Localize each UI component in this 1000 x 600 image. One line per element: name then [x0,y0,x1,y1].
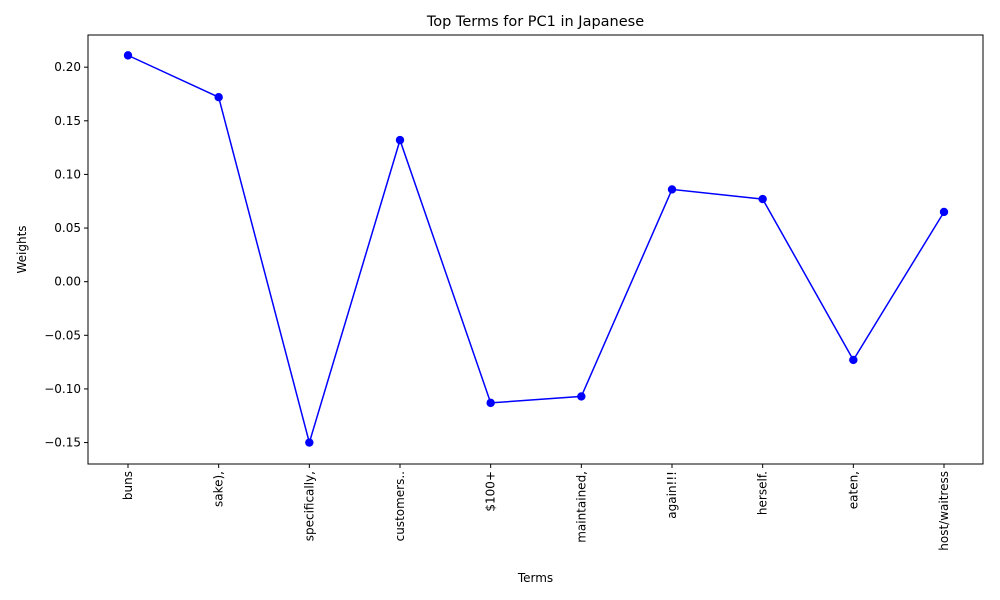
x-tick-label: buns [121,471,135,500]
x-tick-label: maintained, [574,471,588,543]
y-tick-label: 0.10 [54,167,81,181]
x-axis-title: Terms [517,571,553,585]
y-axis-ticks: −0.15 −0.10 −0.05 0.00 0.05 0.10 0.15 0.20 [44,60,88,450]
data-point [849,355,858,365]
plot-area [123,51,949,447]
x-axis-ticks: buns sake), specifically, customers.. $100+ m… [121,464,951,551]
x-tick-label: sake), [212,471,226,507]
y-tick-label: 0.15 [54,114,81,128]
x-tick-label: eaten, [846,471,860,509]
data-point [305,438,314,447]
y-tick-label: −0.15 [44,436,81,450]
data-point [486,398,495,408]
chart-title: Top Terms for PC1 in Japanese [426,14,644,30]
data-point [577,392,586,401]
y-tick-label: 0.20 [54,60,81,74]
data-point [214,93,223,102]
y-tick-label: −0.10 [44,382,81,396]
plot-frame [87,34,984,465]
x-tick-label: host/waitress [937,471,951,551]
data-point [758,194,767,204]
y-tick-label: 0.00 [54,275,81,289]
y-axis-title: Weights [15,225,29,273]
y-tick-label: −0.05 [44,328,81,342]
x-tick-label: $100+ [484,471,498,512]
data-point [667,185,677,194]
x-tick-label: herself. [756,471,770,515]
x-tick-label: again!!! [665,471,679,519]
data-point [939,207,949,217]
x-tick-label: customers.. [393,471,407,541]
y-tick-label: 0.05 [54,221,81,235]
data-point [123,51,133,60]
data-point [395,135,405,145]
series-line [127,54,945,446]
x-tick-label: specifically, [302,471,316,541]
